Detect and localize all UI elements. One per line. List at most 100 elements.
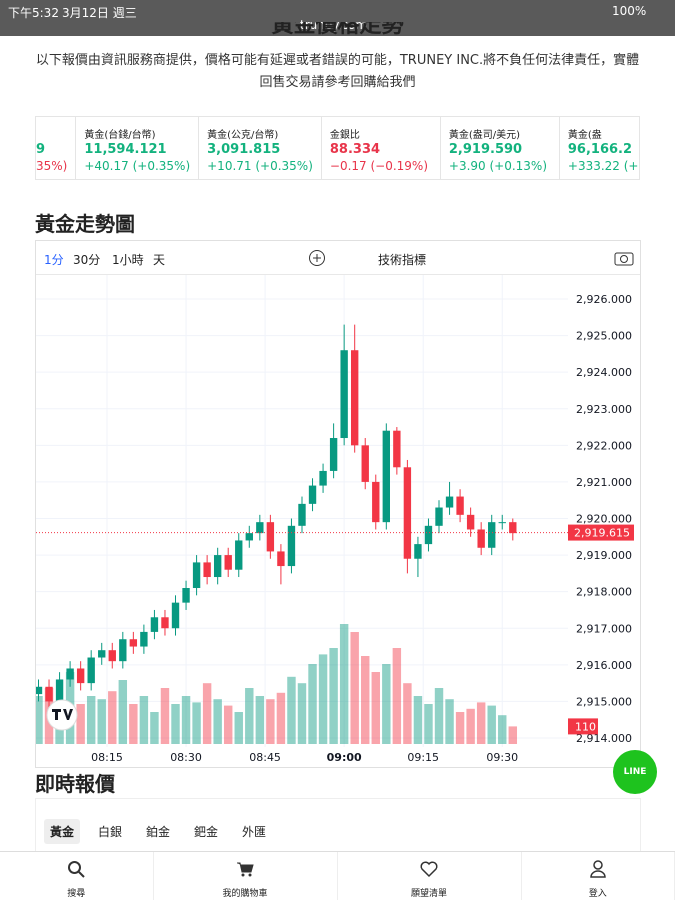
ticker-item[interactable]: 9 35%) [36, 117, 77, 179]
y-tick-label: 2,914.000 [576, 732, 632, 745]
candlestick-chart: 08:15 08:30 08:45 09:00 09:15 09:30 2,914.000 2… [36, 275, 634, 764]
candle-body [403, 467, 412, 559]
tab[interactable]: 鉑金 [146, 825, 171, 839]
interval[interactable]: 1分 [44, 253, 64, 267]
volume-bar [498, 715, 507, 744]
volume-label: 110 [575, 720, 596, 733]
volume-tag [568, 718, 598, 735]
time: 下午5:32 [8, 6, 59, 20]
candle-body [235, 540, 243, 570]
nav-wishlist[interactable]: 願望清單 [338, 852, 522, 900]
tab[interactable]: 白銀 [98, 825, 123, 839]
interval[interactable]: 30分 [73, 253, 101, 267]
tab[interactable]: 黃金 [44, 819, 81, 844]
candle-body [66, 668, 74, 680]
candle-body [266, 522, 275, 552]
interval[interactable]: 天 [153, 253, 166, 267]
camera-icon[interactable] [614, 250, 634, 266]
tab[interactable]: 外匯 [242, 825, 267, 839]
x-tick-label: 08:15 [91, 751, 123, 764]
quotes-heading: 即時報價 [35, 772, 115, 796]
volume-bar [403, 683, 412, 744]
volume-bar [339, 624, 349, 744]
y-tick-label: 2,925.000 [576, 330, 632, 343]
nav-search[interactable]: 搜尋 [0, 852, 154, 900]
volume-bar [487, 705, 496, 744]
volume-bar [350, 632, 359, 744]
y-tick-label: 2,919.000 [576, 549, 632, 562]
volume-bar [297, 683, 307, 744]
y-tick-label: 2,917.000 [576, 622, 632, 635]
volume-bar [308, 664, 317, 744]
volume-bar [160, 688, 170, 744]
volume-bar [108, 691, 117, 744]
nav-label: 我的購物車 [222, 889, 268, 899]
candle-body [45, 686, 53, 702]
interval[interactable]: 1小時 [112, 253, 144, 267]
ticker-name [36, 126, 67, 140]
volume-bar [255, 696, 265, 744]
ticker-item[interactable]: 黃金(盎 96,166.2 +333.22 (+ [560, 117, 639, 179]
toolbar: 1分 30分 1小時 天 技術指標 [36, 241, 640, 275]
icon [237, 862, 254, 877]
y-tick-label: 2,926.000 [576, 293, 632, 306]
volume-bar [371, 672, 380, 744]
ticker-price: 88.334 [329, 142, 381, 157]
volume-bar [434, 688, 444, 744]
tab[interactable]: 鈀金 [194, 825, 219, 839]
ticker-name: 金銀比 [329, 130, 360, 141]
candle-body [319, 470, 327, 486]
tv-logo [46, 699, 78, 731]
candle-body [308, 485, 317, 504]
ticker-item[interactable]: 黃金(台錢/台幣) 11,594.121 +40.17 (+0.35%) [76, 117, 200, 179]
url[interactable]: truney.com [300, 18, 368, 32]
volume-bar [97, 699, 106, 744]
chart-heading: 黃金走勢圖 [35, 212, 135, 236]
ticker-price: 2,919.590 [448, 142, 523, 157]
candle-body [287, 525, 296, 567]
candle-body [351, 350, 359, 446]
x-tick-label: 08:45 [249, 751, 281, 764]
volume-bar [276, 692, 286, 744]
y-tick-label: 2,918.000 [576, 586, 632, 599]
ticker-item[interactable]: 黃金(盎司/美元) 2,919.590 +3.90 (+0.13%) [441, 117, 560, 179]
candle-body [424, 525, 433, 545]
y-tick-label: 2,922.000 [576, 439, 632, 452]
page-title: 黃金價格走勢 [271, 22, 404, 36]
volume-bar [171, 704, 180, 744]
volume-bar [86, 696, 96, 744]
add-icon[interactable] [308, 249, 326, 267]
candle-body [298, 503, 306, 526]
last-price-label: 2,919.615 [574, 527, 630, 540]
volume-bar [245, 688, 254, 744]
x-tick-label: 09:30 [486, 751, 518, 764]
volume-bar [424, 704, 433, 744]
volume-bar [118, 680, 128, 744]
nav-cart[interactable]: 我的購物車 [154, 852, 338, 900]
ticker-item[interactable]: 黃金(公克/台幣) 3,091.815 +10.71 (+0.35%) [199, 117, 322, 179]
y-tick-label: 2,916.000 [576, 659, 632, 672]
icon [420, 861, 438, 878]
volume-bar [382, 664, 391, 744]
candle-body [213, 555, 222, 578]
candle-body [224, 555, 232, 570]
candle-body [277, 551, 285, 567]
icon [68, 861, 85, 878]
nav-label: 登入 [588, 889, 607, 899]
line-button[interactable]: LINE [613, 750, 657, 794]
indicators[interactable]: 技術指標 [378, 253, 427, 267]
ticker-name: 黃金(盎 [567, 130, 602, 141]
candle-body [192, 562, 201, 589]
ticker: 9 35%) 黃金(台錢/台幣) 11,594.121 +40.17 (+0.35%) 黃… [35, 116, 640, 180]
volume-bar [445, 699, 454, 744]
ticker-change: +10.71 (+0.35%) [207, 159, 313, 173]
nav-login[interactable]: 登入 [522, 852, 675, 900]
ticker-change: +333.22 (+ [567, 159, 639, 173]
volume-bar [213, 699, 222, 744]
nav-label: 願望清單 [410, 889, 447, 899]
x-tick-label: 09:15 [407, 751, 439, 764]
volume-bar [318, 654, 328, 744]
candle-body [456, 496, 464, 515]
ticker-item[interactable]: 金銀比 88.334 −0.17 (−0.19%) [322, 117, 441, 179]
